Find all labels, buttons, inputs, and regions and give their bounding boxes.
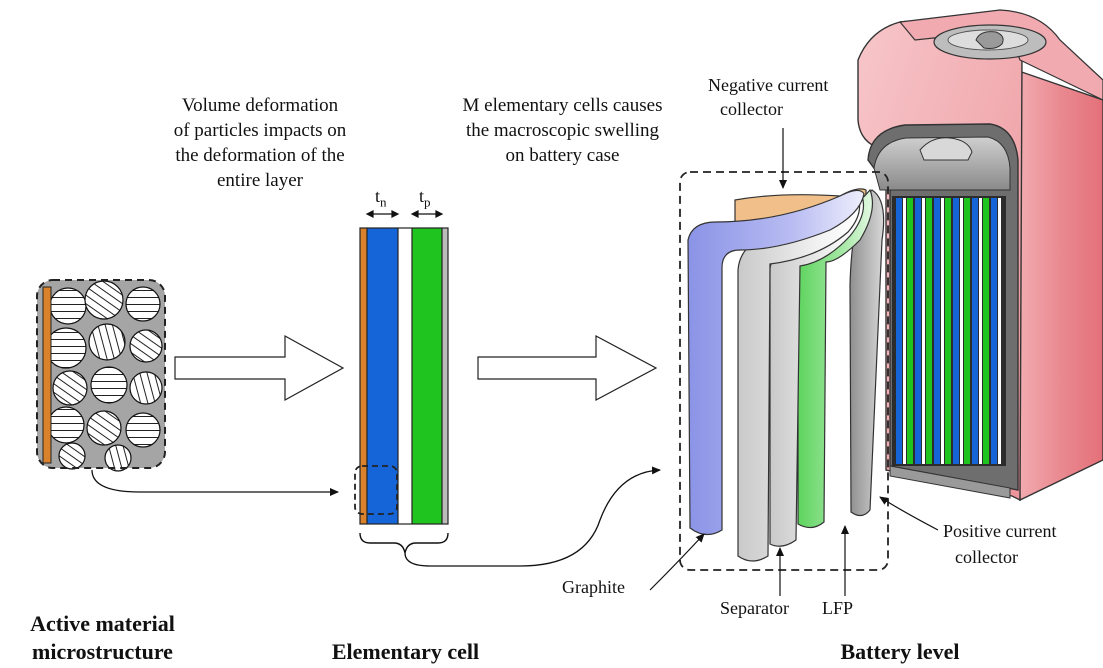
battery-zoom-region xyxy=(679,171,889,571)
lfp-label: LFP xyxy=(822,598,854,618)
tn-sub: n xyxy=(380,194,387,210)
elementary-cell-title: Elementary cell xyxy=(331,639,480,664)
negative-cc-label-line1: Negative current xyxy=(708,75,829,95)
volume-caption-line2: of particles impacts on xyxy=(173,120,347,141)
battery-unrolled-layers xyxy=(687,188,885,562)
cell-brace xyxy=(359,532,449,554)
microstructure-dashed-outline xyxy=(36,279,166,469)
tn-base: t xyxy=(375,186,381,206)
battery-level-title: Battery level xyxy=(840,639,960,664)
battery-vent xyxy=(933,24,1047,60)
battery-case xyxy=(857,9,1103,502)
battery-electrode-stack xyxy=(892,196,1006,466)
microstructure-block xyxy=(36,279,166,472)
separator-label: Separator xyxy=(720,598,789,618)
positive-cc-label-line1: Positive current xyxy=(943,521,1057,541)
cell-negative-collector xyxy=(360,228,367,524)
cell-separator-layer xyxy=(398,228,412,524)
m-cells-caption-line1: M elementary cells causes xyxy=(462,95,663,116)
negative-cc-label-line2: collector xyxy=(720,99,783,119)
microstructure-title-line1: Active material xyxy=(30,611,175,636)
positive-cc-pointer xyxy=(879,496,939,531)
m-cells-caption-line2: the macroscopic swelling xyxy=(465,120,660,141)
elementary-cell xyxy=(354,210,449,554)
tp-base: t xyxy=(419,186,425,206)
volume-caption-line1: Volume deformation xyxy=(181,95,339,116)
m-cells-caption-line3: on battery case xyxy=(505,145,620,166)
hollow-arrow-1 xyxy=(174,334,345,402)
microstructure-current-collector xyxy=(42,286,52,464)
particles xyxy=(45,280,163,472)
cell-lfp-layer xyxy=(412,228,442,524)
volume-caption-line4: entire layer xyxy=(217,170,303,191)
tp-symbol: tp xyxy=(419,186,431,213)
cell-graphite-layer xyxy=(367,228,398,524)
graphite-sheet xyxy=(687,189,865,536)
graphite-pointer xyxy=(649,533,705,591)
tp-dimension-arrow xyxy=(410,210,444,218)
tn-symbol: tn xyxy=(375,186,387,213)
connector-micro-to-cell xyxy=(91,469,339,496)
graphite-label: Graphite xyxy=(562,577,625,597)
positive-cc-label-line2: collector xyxy=(955,547,1018,567)
volume-caption-line3: the deformation of the xyxy=(175,145,345,166)
tn-dimension-arrow xyxy=(365,210,400,218)
hollow-arrow-2 xyxy=(477,335,658,401)
cell-zoom-region xyxy=(354,465,398,515)
cell-positive-collector xyxy=(442,228,448,524)
connector-cell-to-battery xyxy=(404,466,661,567)
tp-sub: p xyxy=(424,194,431,210)
microstructure-title-line2: microstructure xyxy=(32,639,173,664)
